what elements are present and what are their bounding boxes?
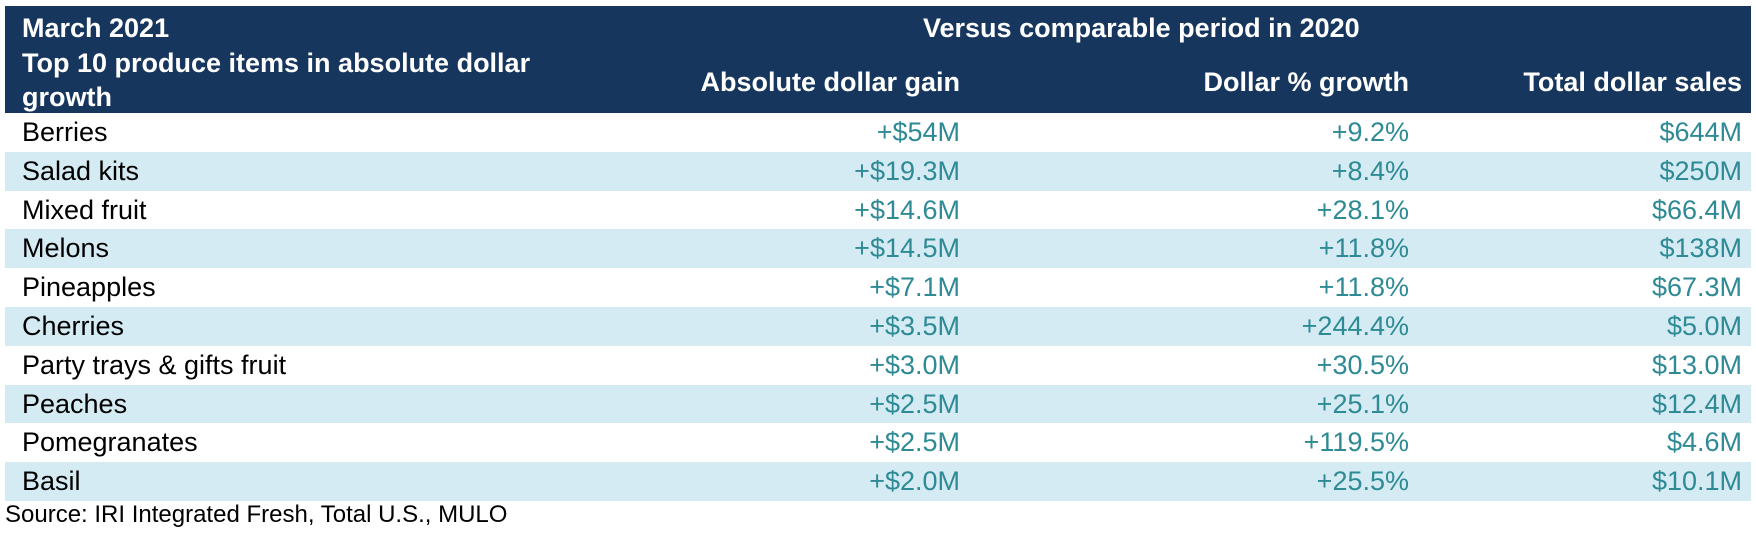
absolute-gain-cell: +$54M <box>876 117 960 147</box>
table-row: Salad kits +$19.3M +8.4% $250M <box>5 151 1751 191</box>
item-name-cell: Cherries <box>22 310 125 341</box>
table-header: March 2021 Top 10 produce items in absol… <box>5 6 1751 113</box>
table-row: Pomegranates +$2.5M +119.5% $4.6M <box>5 423 1751 462</box>
percent-growth-cell: +25.5% <box>1316 466 1409 497</box>
percent-growth-cell: +30.5% <box>1316 349 1409 380</box>
item-name-cell: Mixed fruit <box>22 194 147 225</box>
table-row: Cherries +$3.5M +244.4% $5.0M <box>5 306 1751 346</box>
item-name-cell: Pineapples <box>22 272 156 303</box>
column-header-percent-growth: Dollar % growth <box>1203 67 1409 97</box>
total-sales-cell: $644M <box>1659 117 1742 147</box>
absolute-gain-cell: +$14.6M <box>854 194 960 225</box>
item-name-cell: Melons <box>22 233 110 264</box>
total-sales-cell: $12.4M <box>1651 388 1742 419</box>
percent-growth-cell: +11.8% <box>1318 272 1409 303</box>
percent-growth-cell: +244.4% <box>1301 310 1409 341</box>
table-row: Berries +$54M +9.2% $644M <box>5 113 1751 152</box>
table-row: Mixed fruit +$14.6M +28.1% $66.4M <box>5 191 1751 230</box>
comparison-group-header: Versus comparable period in 2020 <box>923 13 1360 43</box>
total-sales-cell: $10.1M <box>1651 466 1742 497</box>
item-name-cell: Salad kits <box>22 155 140 186</box>
percent-growth-cell: +8.4% <box>1331 155 1409 186</box>
total-sales-cell: $66.4M <box>1651 194 1742 225</box>
percent-growth-cell: +25.1% <box>1316 388 1409 419</box>
item-name-cell: Party trays & gifts fruit <box>22 349 287 380</box>
absolute-gain-cell: +$3.0M <box>869 349 960 380</box>
percent-growth-cell: +11.8% <box>1318 233 1409 264</box>
table-body: Berries +$54M +9.2% $644M Salad kits +$19.3M +… <box>5 113 1751 501</box>
absolute-gain-cell: +$19.3M <box>854 155 960 186</box>
total-sales-cell: $250M <box>1659 155 1742 186</box>
absolute-gain-cell: +$3.5M <box>869 310 960 341</box>
table-row: Peaches +$2.5M +25.1% $12.4M <box>5 384 1751 424</box>
table-subtitle: Top 10 produce items in absolute dollar … <box>22 48 531 112</box>
item-name-cell: Basil <box>22 466 81 497</box>
absolute-gain-cell: +$7.1M <box>869 272 960 303</box>
percent-growth-cell: +28.1% <box>1316 194 1409 225</box>
table-row: Basil +$2.0M +25.5% $10.1M <box>5 462 1751 501</box>
column-header-absolute-gain: Absolute dollar gain <box>700 67 960 97</box>
absolute-gain-cell: +$2.5M <box>869 388 960 419</box>
produce-growth-table: March 2021 Top 10 produce items in absol… <box>5 6 1751 501</box>
total-sales-cell: $5.0M <box>1666 310 1742 341</box>
total-sales-cell: $13.0M <box>1651 349 1742 380</box>
item-name-cell: Pomegranates <box>22 427 198 458</box>
table-row: Party trays & gifts fruit +$3.0M +30.5% $13… <box>5 346 1751 385</box>
item-name-cell: Berries <box>22 117 108 147</box>
total-sales-cell: $138M <box>1659 233 1742 264</box>
column-header-total-sales: Total dollar sales <box>1523 67 1742 97</box>
absolute-gain-cell: +$14.5M <box>854 233 960 264</box>
absolute-gain-cell: +$2.5M <box>869 427 960 458</box>
percent-growth-cell: +119.5% <box>1303 427 1409 458</box>
table-row: Pineapples +$7.1M +11.8% $67.3M <box>5 268 1751 307</box>
percent-growth-cell: +9.2% <box>1331 117 1409 147</box>
item-name-cell: Peaches <box>22 388 128 419</box>
table-title: March 2021 <box>22 13 170 43</box>
table-row: Melons +$14.5M +11.8% $138M <box>5 229 1751 269</box>
absolute-gain-cell: +$2.0M <box>869 466 960 497</box>
source-note: Source: IRI Integrated Fresh, Total U.S.… <box>5 501 508 528</box>
total-sales-cell: $4.6M <box>1666 427 1742 458</box>
total-sales-cell: $67.3M <box>1651 272 1742 303</box>
